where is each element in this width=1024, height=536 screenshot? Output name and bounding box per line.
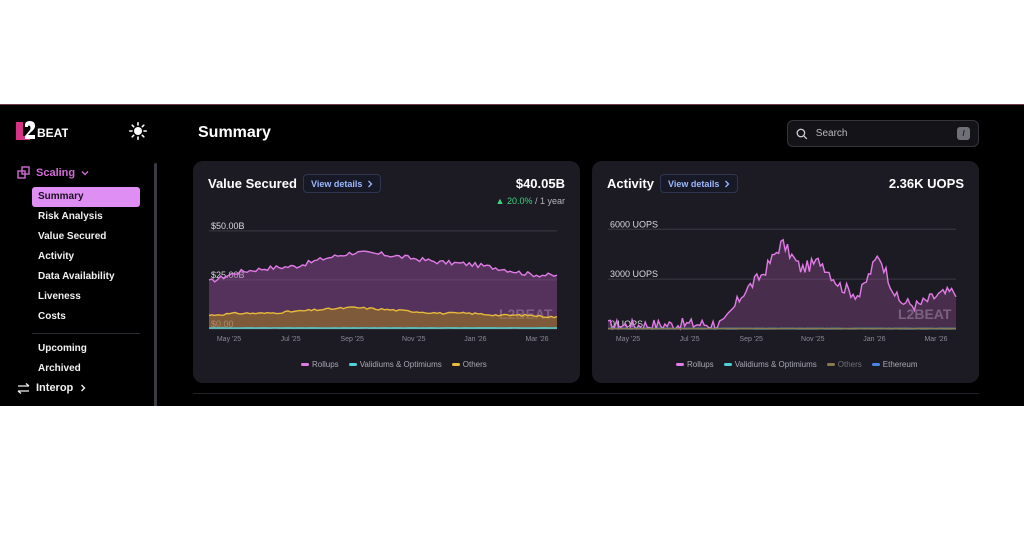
- section-divider: [193, 393, 979, 394]
- nav-group-label: Scaling: [36, 166, 76, 179]
- activity-chart[interactable]: 0 UOPS 3000 UOPS 6000 UOPS May '25 Jul '25 Se…: [604, 211, 964, 357]
- activity-card: Activity View details 2.36K UOPS 0 UOPS 3…: [592, 161, 979, 383]
- series-area-rollups: [608, 239, 956, 329]
- l2beat-logo[interactable]: BEAT: [14, 119, 68, 143]
- y-tick-label: 3000 UOPS: [610, 269, 658, 279]
- sidebar-item-costs[interactable]: Costs: [38, 311, 66, 322]
- chevron-right-icon: [725, 180, 730, 187]
- legend-item-rollups[interactable]: Rollups: [301, 360, 339, 369]
- activity-legend: Rollups Validiums & Optimiums Others Eth…: [676, 360, 917, 369]
- nav-divider: [32, 333, 140, 334]
- y-tick-label: 6000 UOPS: [610, 219, 658, 229]
- x-tick-label: Jan '26: [464, 336, 486, 343]
- sidebar-item-archived[interactable]: Archived: [38, 363, 81, 374]
- details-label: View details: [311, 178, 363, 189]
- change-percent: 20.0%: [506, 196, 533, 206]
- page-title: Summary: [198, 124, 271, 141]
- sidebar: BEAT Scaling Summary Risk Analysis: [0, 105, 158, 406]
- x-tick-label: Jul '25: [680, 336, 700, 343]
- x-tick-label: Jul '25: [281, 336, 301, 343]
- activity-title: Activity: [607, 176, 654, 191]
- legend-swatch: [451, 363, 460, 366]
- x-tick-label: Jan '26: [863, 336, 885, 343]
- x-tick-label: May '25: [616, 336, 640, 343]
- sidebar-item-liveness[interactable]: Liveness: [38, 291, 81, 302]
- x-tick-label: Mar '26: [924, 336, 947, 343]
- nav-list: Summary Risk Analysis Value Secured Acti…: [32, 187, 140, 379]
- search-shortcut-key: /: [957, 127, 970, 140]
- x-tick-label: Sep '25: [739, 336, 763, 343]
- nav-group-interop[interactable]: Interop: [17, 382, 87, 394]
- activity-details-button[interactable]: View details: [660, 174, 739, 193]
- x-tick-label: Nov '25: [402, 336, 426, 343]
- x-tick-label: May '25: [217, 336, 241, 343]
- y-tick-label: $25.00B: [211, 270, 245, 280]
- interop-icon: [17, 382, 30, 394]
- chevron-down-icon: [81, 170, 89, 175]
- series-line-rollups: [607, 238, 957, 331]
- legend-item-rollups[interactable]: Rollups: [676, 360, 714, 369]
- activity-total: 2.36K UOPS: [888, 176, 964, 191]
- legend-swatch: [676, 363, 684, 366]
- search-box[interactable]: /: [787, 120, 979, 147]
- legend-item-validiums[interactable]: Validiums & Optimiums: [348, 360, 442, 369]
- series-line-others: [208, 306, 558, 319]
- y-tick-label: $50.00B: [211, 221, 245, 231]
- value-secured-card: Value Secured View details $40.05B ▲ 20.…: [193, 161, 580, 383]
- search-icon: [796, 128, 808, 139]
- sidebar-item-value-secured[interactable]: Value Secured: [38, 231, 107, 242]
- search-input[interactable]: [815, 128, 950, 139]
- legend-item-validiums[interactable]: Validiums & Optimiums: [723, 360, 817, 369]
- svg-text:BEAT: BEAT: [37, 126, 68, 140]
- series-line-rollups: [208, 250, 558, 283]
- legend-item-others[interactable]: Others: [826, 360, 862, 369]
- sidebar-item-summary[interactable]: Summary: [32, 187, 140, 207]
- y-tick-label: 0 UOPS: [610, 319, 643, 329]
- change-period: / 1 year: [534, 196, 565, 206]
- sidebar-scrollbar[interactable]: [154, 163, 157, 406]
- sidebar-item-activity[interactable]: Activity: [38, 251, 75, 262]
- sidebar-item-upcoming[interactable]: Upcoming: [38, 343, 87, 354]
- x-tick-label: Mar '26: [525, 336, 548, 343]
- legend-swatch: [723, 363, 732, 366]
- x-tick-label: Sep '25: [340, 336, 364, 343]
- legend-item-ethereum[interactable]: Ethereum: [871, 360, 917, 369]
- nav-group-scaling[interactable]: Scaling: [17, 166, 89, 179]
- value-secured-change: ▲ 20.0% / 1 year: [496, 196, 565, 206]
- value-secured-details-button[interactable]: View details: [303, 174, 382, 193]
- app-window: BEAT Scaling Summary Risk Analysis: [0, 104, 1024, 406]
- sidebar-item-data-availability[interactable]: Data Availability: [38, 271, 115, 282]
- change-up-icon: ▲: [495, 196, 507, 206]
- value-secured-total: $40.05B: [515, 176, 565, 191]
- sun-icon[interactable]: [129, 122, 147, 140]
- nav-interop-label: Interop: [36, 382, 74, 394]
- value-secured-title: Value Secured: [208, 176, 297, 191]
- value-secured-legend: Rollups Validiums & Optimiums Others: [301, 360, 487, 369]
- legend-swatch: [348, 363, 357, 366]
- legend-swatch: [871, 363, 880, 366]
- series-area-others: [209, 306, 557, 329]
- legend-swatch: [826, 363, 835, 366]
- x-tick-label: Nov '25: [801, 336, 825, 343]
- sidebar-item-risk-analysis[interactable]: Risk Analysis: [38, 211, 103, 222]
- legend-item-others[interactable]: Others: [451, 360, 487, 369]
- series-area-rollups: [209, 251, 557, 329]
- chevron-right-icon: [81, 384, 86, 392]
- l2beat-watermark: L2BEAT: [898, 306, 952, 322]
- chevron-right-icon: [368, 180, 373, 187]
- legend-swatch: [301, 363, 309, 366]
- details-label: View details: [668, 178, 720, 189]
- scaling-icon: [17, 166, 30, 179]
